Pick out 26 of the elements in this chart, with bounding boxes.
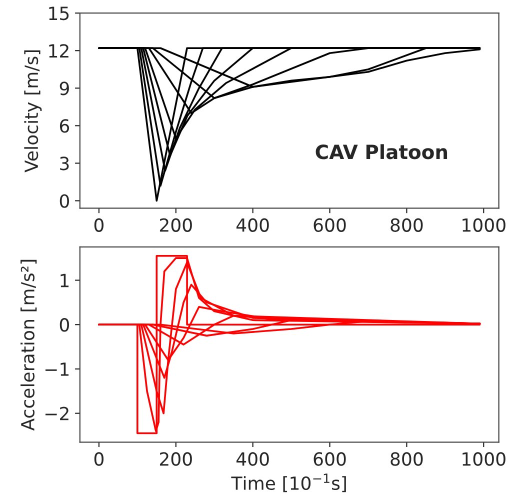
x-tick-label: 400 xyxy=(236,452,269,466)
y-tick-label: 0 xyxy=(60,194,69,208)
x-tick-label: 400 xyxy=(236,218,269,232)
x-tick-label: 200 xyxy=(160,218,192,232)
x-tick-label: 800 xyxy=(390,218,423,232)
x-axis-title: Time [10$^{−1}$s] xyxy=(231,474,346,492)
x-tick-label: 0 xyxy=(94,218,104,232)
y-tick-label: 12 xyxy=(49,44,68,58)
annotation: CAV Platoon xyxy=(316,144,448,160)
y-axis-title: Velocity [m/s] xyxy=(24,50,42,172)
y-tick-label: −1 xyxy=(45,362,69,376)
x-tick-label: 800 xyxy=(390,452,423,466)
y-tick-label: 1 xyxy=(60,274,69,288)
x-tick-label: 600 xyxy=(314,452,346,466)
y-tick-label: −2 xyxy=(45,406,68,420)
x-tick-label: 1000 xyxy=(462,452,506,466)
y-tick-label: 6 xyxy=(60,119,70,133)
y-tick-label: 3 xyxy=(60,156,69,170)
y-tick-label: 0 xyxy=(60,318,69,332)
x-tick-label: 200 xyxy=(160,452,192,466)
y-axis-title: Acceleration [m/s²] xyxy=(20,260,37,431)
y-tick-label: 9 xyxy=(60,82,69,96)
x-tick-label: 1000 xyxy=(462,218,506,232)
x-tick-label: 0 xyxy=(94,452,104,466)
x-tick-label: 600 xyxy=(314,218,346,232)
y-tick-label: 15 xyxy=(49,6,69,20)
